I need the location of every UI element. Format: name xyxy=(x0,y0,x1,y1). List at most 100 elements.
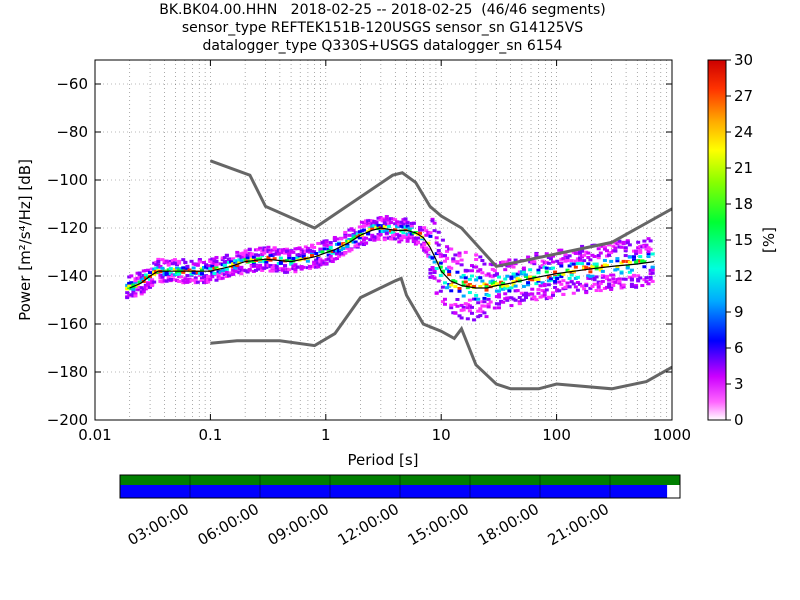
heatmap-cell xyxy=(312,262,317,266)
heatmap-cell xyxy=(580,262,585,266)
heatmap-cell xyxy=(343,232,348,236)
heatmap-cell xyxy=(519,272,524,276)
heatmap-cell xyxy=(272,264,277,268)
heatmap-cell xyxy=(613,249,618,253)
heatmap-cell xyxy=(289,250,294,254)
heatmap-cell xyxy=(172,278,177,282)
heatmap-cell xyxy=(528,268,533,272)
heatmap-cell xyxy=(374,236,379,240)
heatmap-cell xyxy=(135,288,140,292)
heatmap-cell xyxy=(573,285,578,289)
heatmap-cell xyxy=(374,223,379,227)
heatmap-cell xyxy=(609,286,614,290)
heatmap-cell xyxy=(573,259,578,263)
heatmap-cell xyxy=(364,241,369,245)
heatmap-cell xyxy=(287,256,292,260)
heatmap-cell xyxy=(428,268,433,272)
heatmap-cell xyxy=(395,232,400,236)
heatmap-cell xyxy=(347,233,352,237)
heatmap-cell xyxy=(430,275,435,279)
heatmap-cell xyxy=(513,289,518,293)
heatmap-cell xyxy=(553,270,558,274)
y-tick-label: −100 xyxy=(47,171,88,189)
heatmap-cell xyxy=(505,260,510,264)
heatmap-cell xyxy=(260,268,265,272)
heatmap-cell xyxy=(127,275,132,279)
heatmap-cell xyxy=(434,236,439,240)
heatmap-cell xyxy=(322,243,327,247)
heatmap-cell xyxy=(415,236,420,240)
heatmap-cell xyxy=(191,271,196,275)
heatmap-cell xyxy=(280,268,285,272)
heatmap-cell xyxy=(515,289,520,293)
heatmap-cell xyxy=(617,239,622,243)
heatmap-cell xyxy=(334,237,339,241)
heatmap-cell xyxy=(351,236,356,240)
heatmap-cell xyxy=(532,262,537,266)
heatmap-cell xyxy=(239,256,244,260)
heatmap-cell xyxy=(621,285,626,289)
heatmap-cell xyxy=(550,291,555,295)
heatmap-cell xyxy=(401,225,406,229)
heatmap-cell xyxy=(420,243,425,247)
heatmap-cell xyxy=(555,259,560,263)
heatmap-cell xyxy=(505,264,510,268)
heatmap-cell xyxy=(492,281,497,285)
heatmap-cell xyxy=(405,232,410,236)
heatmap-cell xyxy=(222,263,227,267)
heatmap-cell xyxy=(231,257,236,261)
heatmap-cell xyxy=(355,232,360,236)
heatmap-cell xyxy=(154,266,159,270)
heatmap-cell xyxy=(243,254,248,258)
heatmap-cell xyxy=(584,266,589,270)
heatmap-cell xyxy=(573,251,578,255)
heatmap-cell xyxy=(428,271,433,275)
heatmap-cell xyxy=(229,271,234,275)
heatmap-cell xyxy=(274,269,279,273)
heatmap-cell xyxy=(388,237,393,241)
heatmap-cell xyxy=(380,224,385,228)
heatmap-cell xyxy=(484,315,489,319)
heatmap-cell xyxy=(546,255,551,259)
heatmap-cell xyxy=(339,252,344,256)
heatmap-cell xyxy=(442,281,447,285)
heatmap-cell xyxy=(168,272,173,276)
heatmap-cell xyxy=(278,249,283,253)
heatmap-cell xyxy=(195,280,200,284)
heatmap-cell xyxy=(301,250,306,254)
heatmap-cell xyxy=(619,271,624,275)
heatmap-cell xyxy=(596,285,601,289)
heatmap-cell xyxy=(291,264,296,268)
heatmap-cell xyxy=(474,257,479,261)
heatmap-cell xyxy=(447,270,452,274)
heatmap-cell xyxy=(523,294,528,298)
heatmap-cell xyxy=(526,281,531,285)
heatmap-cell xyxy=(141,273,146,277)
heatmap-cell xyxy=(345,245,350,249)
heatmap-cell xyxy=(351,240,356,244)
heatmap-cell xyxy=(199,279,204,283)
heatmap-cell xyxy=(602,258,607,262)
heatmap-cell xyxy=(594,262,599,266)
heatmap-cell xyxy=(526,276,531,280)
heatmap-cell xyxy=(310,249,315,253)
heatmap-cell xyxy=(644,280,649,284)
heatmap-cell xyxy=(596,247,601,251)
heatmap-cell xyxy=(320,262,325,266)
heatmap-cell xyxy=(598,281,603,285)
heatmap-cell xyxy=(640,259,645,263)
heatmap-cell xyxy=(125,291,130,295)
heatmap-cell xyxy=(600,269,605,273)
heatmap-cell xyxy=(590,253,595,257)
heatmap-cell xyxy=(314,258,319,262)
heatmap-cell xyxy=(434,241,439,245)
heatmap-cell xyxy=(632,273,637,277)
heatmap-cell xyxy=(613,280,618,284)
heatmap-cell xyxy=(449,247,454,251)
heatmap-cell xyxy=(496,275,501,279)
heatmap-cell xyxy=(170,274,175,278)
heatmap-cell xyxy=(438,253,443,257)
heatmap-cell xyxy=(517,270,522,274)
heatmap-cell xyxy=(621,242,626,246)
heatmap-cell xyxy=(546,261,551,265)
